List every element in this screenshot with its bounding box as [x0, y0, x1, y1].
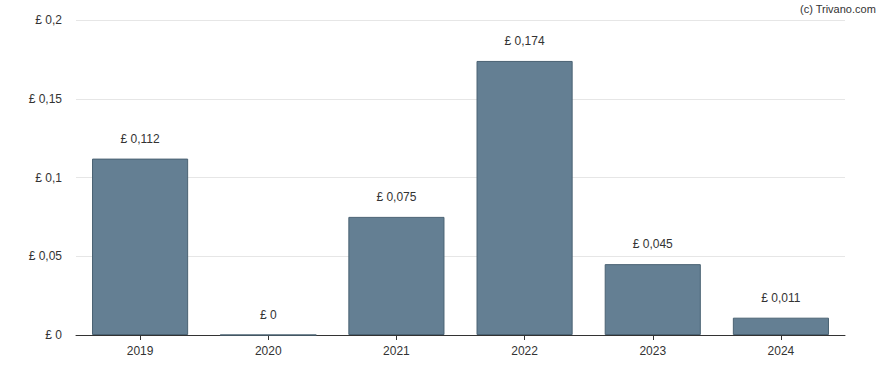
svg-text:£ 0: £ 0	[260, 308, 277, 322]
svg-text:2022: 2022	[511, 344, 538, 358]
svg-text:£ 0,05: £ 0,05	[29, 249, 63, 263]
svg-text:£ 0,174: £ 0,174	[505, 34, 545, 48]
svg-text:£ 0,15: £ 0,15	[29, 92, 63, 106]
svg-text:£ 0,2: £ 0,2	[35, 13, 62, 27]
svg-text:(c) Trivano.com: (c) Trivano.com	[800, 3, 876, 15]
svg-text:2023: 2023	[639, 344, 666, 358]
svg-text:2019: 2019	[127, 344, 154, 358]
svg-text:2020: 2020	[255, 344, 282, 358]
svg-text:£ 0,011: £ 0,011	[761, 291, 800, 305]
svg-text:2024: 2024	[768, 344, 795, 358]
svg-text:£ 0: £ 0	[45, 328, 62, 342]
svg-text:£ 0,075: £ 0,075	[376, 190, 416, 204]
svg-text:£ 0,112: £ 0,112	[121, 132, 160, 146]
svg-text:£ 0,045: £ 0,045	[633, 237, 673, 251]
svg-text:2021: 2021	[383, 344, 410, 358]
svg-text:£ 0,1: £ 0,1	[35, 171, 62, 185]
